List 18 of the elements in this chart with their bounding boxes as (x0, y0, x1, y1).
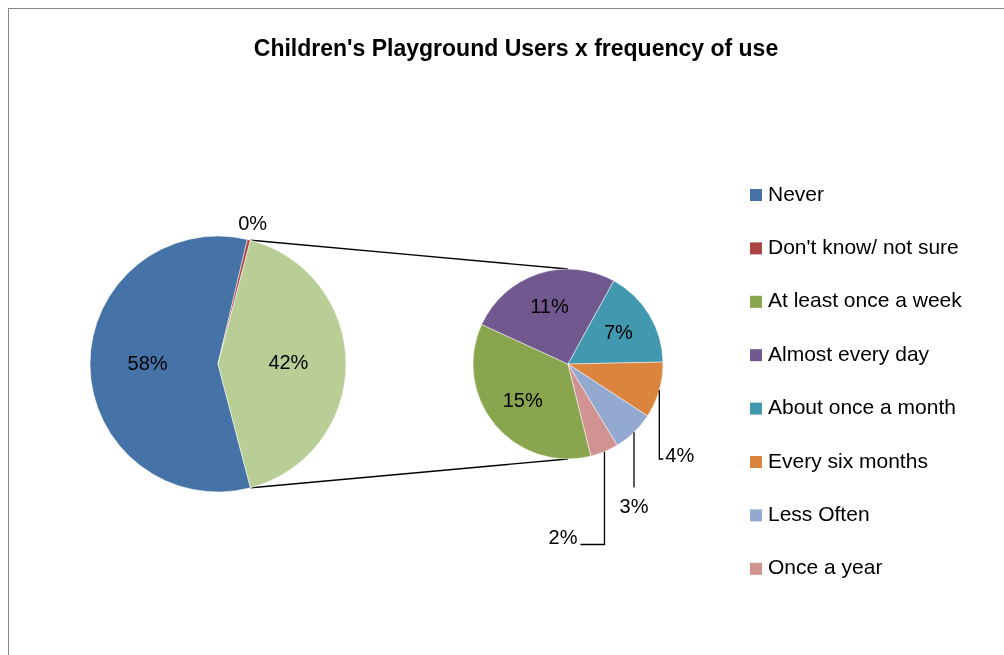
data-label: 15% (502, 388, 543, 411)
legend-label: Almost every day (768, 341, 930, 365)
data-label: 58% (127, 352, 168, 375)
data-label: 0% (238, 212, 268, 235)
legend-label: Never (768, 181, 825, 205)
data-label: 11% (530, 295, 570, 318)
legend-label: At least once a week (768, 288, 963, 312)
legend-label: Less Often (768, 501, 870, 525)
data-label: 3% (619, 494, 649, 517)
legend-label: About once a month (768, 395, 956, 419)
legend-label: Once a year (768, 555, 883, 579)
legend-label: Don't know/ not sure (768, 234, 959, 258)
data-label: 2% (548, 525, 578, 548)
data-label: 4% (665, 444, 695, 467)
data-label: 7% (603, 320, 634, 343)
chart-title: Children's Playground Users x frequency of use (253, 35, 779, 61)
data-label: 42% (268, 351, 309, 374)
legend-label: Every six months (768, 448, 928, 472)
